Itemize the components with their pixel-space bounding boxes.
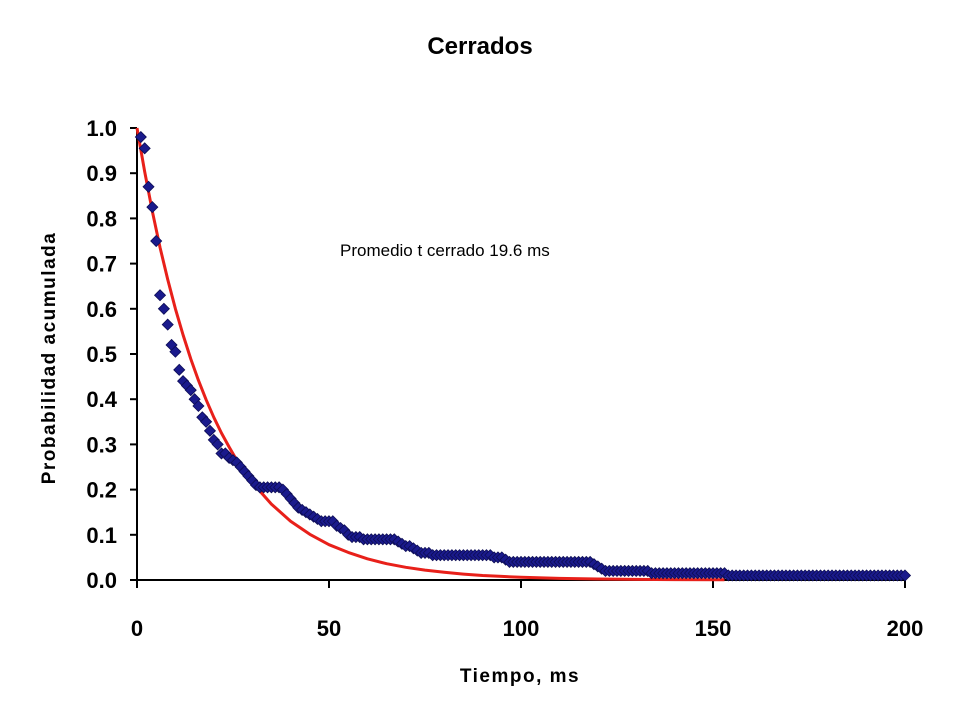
data-point bbox=[150, 234, 163, 248]
y-tick-label: 0.7 bbox=[86, 252, 117, 277]
data-point bbox=[142, 180, 155, 193]
data-point bbox=[169, 345, 182, 358]
data-point bbox=[138, 142, 151, 155]
x-axis-label: Tiempo, ms bbox=[460, 666, 580, 687]
data-point bbox=[184, 384, 197, 397]
y-tick-label: 0.6 bbox=[86, 297, 117, 322]
data-point bbox=[153, 289, 167, 302]
chart-title: Cerrados bbox=[427, 33, 532, 60]
data-point bbox=[200, 415, 213, 428]
x-tick-label: 0 bbox=[131, 616, 143, 641]
data-point bbox=[192, 399, 205, 413]
y-axis-label: Probabilidad acumulada bbox=[39, 232, 60, 485]
y-tick-label: 0.1 bbox=[86, 523, 117, 548]
x-tick-label: 100 bbox=[503, 616, 540, 641]
data-point bbox=[898, 569, 912, 582]
data-point bbox=[157, 302, 170, 315]
data-point bbox=[146, 201, 159, 214]
y-tick-label: 0.9 bbox=[86, 161, 117, 186]
plot-area: 0.0 0.1 0.2 0.3 0.4 0.5 0.6 0.7 0.8 0.9 1.0 0 50 100 1… bbox=[86, 116, 923, 641]
annotation-mean-closed-time: Promedio t cerrado 19.6 ms bbox=[340, 241, 550, 260]
data-point bbox=[173, 363, 186, 376]
y-tick-label: 0.2 bbox=[86, 478, 117, 503]
x-tick-label: 200 bbox=[887, 616, 924, 641]
x-tick-label: 50 bbox=[317, 616, 341, 641]
y-tick-label: 1.0 bbox=[86, 116, 117, 141]
y-tick-label: 0.3 bbox=[86, 432, 117, 457]
y-tick-label: 0.5 bbox=[86, 342, 117, 367]
data-point bbox=[161, 318, 174, 331]
y-tick-label: 0.0 bbox=[86, 568, 117, 593]
data-point bbox=[203, 424, 217, 437]
data-point bbox=[134, 130, 147, 144]
x-tick-label: 150 bbox=[695, 616, 732, 641]
fit-curve bbox=[135, 127, 725, 582]
y-tick-label: 0.4 bbox=[86, 387, 117, 412]
data-point bbox=[211, 438, 224, 451]
y-tick-label: 0.8 bbox=[86, 206, 117, 231]
